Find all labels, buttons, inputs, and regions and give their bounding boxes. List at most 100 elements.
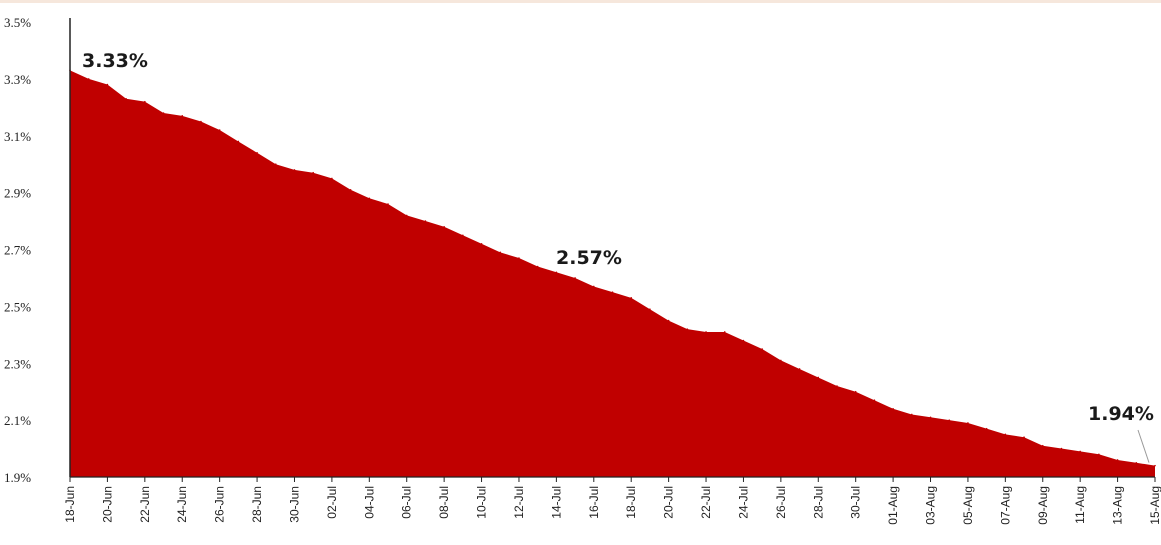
x-tick-label: 10-Jul <box>475 486 489 519</box>
x-tick-label: 24-Jul <box>736 486 750 519</box>
x-tick-label: 22-Jul <box>699 486 713 519</box>
data-point <box>649 308 651 311</box>
data-point <box>1060 447 1063 450</box>
x-tick-label: 30-Jul <box>849 486 863 519</box>
x-tick-label: 18-Jul <box>624 486 638 519</box>
data-point <box>705 331 707 333</box>
data-label-mid: 2.57% <box>556 247 622 269</box>
x-tick-label: 18-Jun <box>63 486 77 523</box>
y-tick-label: 2.5% <box>4 299 31 314</box>
x-tick-label: 22-Jun <box>138 486 152 523</box>
x-tick-label: 13-Aug <box>1111 486 1125 525</box>
data-label-end: 1.94% <box>1088 403 1154 425</box>
data-point <box>256 152 258 154</box>
area-series <box>70 70 1155 477</box>
data-point <box>873 399 876 402</box>
data-point <box>237 140 240 143</box>
data-point <box>293 169 296 171</box>
data-point <box>985 427 988 430</box>
plot-area <box>69 69 1156 477</box>
data-point <box>742 339 745 342</box>
x-tick-label: 08-Jul <box>437 486 451 519</box>
data-point <box>780 359 782 362</box>
data-point <box>200 120 202 123</box>
data-point <box>1079 450 1081 453</box>
data-point <box>87 78 90 80</box>
data-point <box>836 385 838 387</box>
data-point <box>667 319 670 322</box>
x-tick-label: 15-Aug <box>1148 486 1161 525</box>
data-point <box>761 348 763 350</box>
x-tick-label: 20-Jun <box>100 486 114 523</box>
x-tick-label: 28-Jul <box>811 486 825 519</box>
data-point <box>443 225 445 228</box>
data-point <box>368 197 371 200</box>
data-point <box>911 413 913 416</box>
x-tick-label: 09-Aug <box>1036 486 1050 525</box>
data-point <box>349 188 352 191</box>
data-point <box>630 297 633 299</box>
data-point <box>723 331 726 333</box>
y-tick-label: 2.7% <box>4 243 31 258</box>
data-point <box>162 112 165 114</box>
data-point <box>1098 453 1100 456</box>
x-tick-label: 01-Aug <box>886 486 900 525</box>
data-point <box>312 171 314 174</box>
y-tick-label: 2.1% <box>4 413 31 428</box>
y-axis: 3.5% 3.3% 3.1% 2.9% 2.7% 2.5% 2.3% 2.1% 1.9% <box>4 15 71 485</box>
data-point <box>1154 464 1156 467</box>
data-point <box>948 419 951 421</box>
callout-line <box>1137 429 1150 463</box>
data-point <box>686 328 689 330</box>
x-tick-label: 14-Jul <box>549 486 563 519</box>
top-border <box>0 0 1161 3</box>
data-point <box>274 163 277 165</box>
data-point <box>181 115 184 117</box>
data-point <box>480 243 483 245</box>
y-tick-label: 2.3% <box>4 356 31 371</box>
data-point <box>798 368 801 370</box>
data-point <box>125 97 127 100</box>
y-tick-label: 1.9% <box>4 470 31 485</box>
data-point <box>536 265 539 268</box>
data-point <box>892 407 894 410</box>
data-point <box>1004 433 1007 436</box>
data-point <box>1041 444 1044 447</box>
data-point <box>592 285 595 288</box>
data-point <box>462 234 464 237</box>
data-point <box>218 129 221 131</box>
y-tick-label: 3.1% <box>4 129 31 144</box>
data-labels: 3.33% 2.57% 1.94% <box>82 50 1154 463</box>
x-tick-label: 06-Jul <box>400 486 414 519</box>
data-point <box>1135 461 1138 464</box>
data-point <box>854 390 857 393</box>
data-label-start: 3.33% <box>82 50 148 72</box>
x-tick-label: 20-Jul <box>662 486 676 519</box>
data-point <box>1023 436 1025 438</box>
data-point <box>405 214 408 217</box>
data-point <box>106 83 109 86</box>
y-tick-label: 3.5% <box>4 15 31 30</box>
x-tick-label: 26-Jun <box>213 486 227 523</box>
x-tick-label: 05-Aug <box>961 486 975 525</box>
data-point <box>499 251 502 254</box>
x-tick-label: 16-Jul <box>587 486 601 519</box>
data-point <box>1116 459 1119 461</box>
data-point <box>967 422 969 424</box>
x-tick-label: 26-Jul <box>774 486 788 519</box>
data-point <box>574 277 576 279</box>
data-point <box>424 220 427 222</box>
data-point <box>817 376 820 379</box>
y-tick-label: 3.3% <box>4 72 31 87</box>
data-point <box>144 100 146 103</box>
x-tick-label: 03-Aug <box>924 486 938 525</box>
data-point <box>611 291 614 293</box>
y-tick-label: 2.9% <box>4 186 31 201</box>
x-axis: 18-Jun 20-Jun 22-Jun 24-Jun 26-Jun 28-Jun 30-J… <box>63 476 1161 525</box>
x-tick-label: 04-Jul <box>362 486 376 519</box>
data-point <box>387 203 389 205</box>
x-tick-label: 12-Jul <box>512 486 526 519</box>
x-tick-label: 24-Jun <box>175 486 189 523</box>
x-tick-label: 11-Aug <box>1073 486 1087 524</box>
